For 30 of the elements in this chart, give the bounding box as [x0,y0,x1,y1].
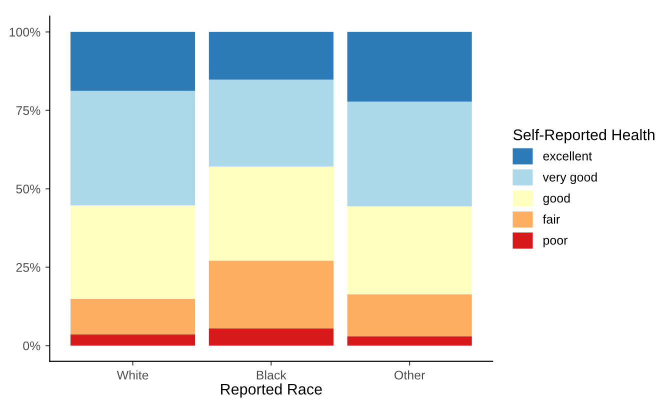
x-tick-label: Other [394,370,425,380]
legend-label: fair [542,214,560,224]
bar [208,260,334,328]
x-tick-label: White [116,370,148,380]
bar [70,32,196,91]
bar [208,328,334,346]
y-tick-label: 25% [16,263,40,272]
bar [208,80,334,167]
legend-title: Self-Reported Health [513,129,654,144]
y-tick-label: 75% [16,106,40,116]
legend-label: very good [542,172,597,184]
legend-label: excellent [543,151,592,161]
bar [347,32,472,102]
bar [70,90,196,206]
x-axis-title: Reported Race [221,383,322,398]
bar [70,298,196,334]
bar [70,334,196,346]
x-tick-label: Black [256,370,286,380]
legend-label: good [543,193,570,206]
bar [70,205,196,299]
y-tick-label: 50% [16,184,40,194]
legend-label: poor [544,238,568,248]
bar [208,32,334,80]
bar [347,294,472,336]
bar [347,336,472,346]
y-tick-label: 0% [23,341,40,350]
bar [347,102,472,206]
bar [347,206,472,294]
y-tick-label: 100% [10,28,40,37]
bar [208,166,334,261]
